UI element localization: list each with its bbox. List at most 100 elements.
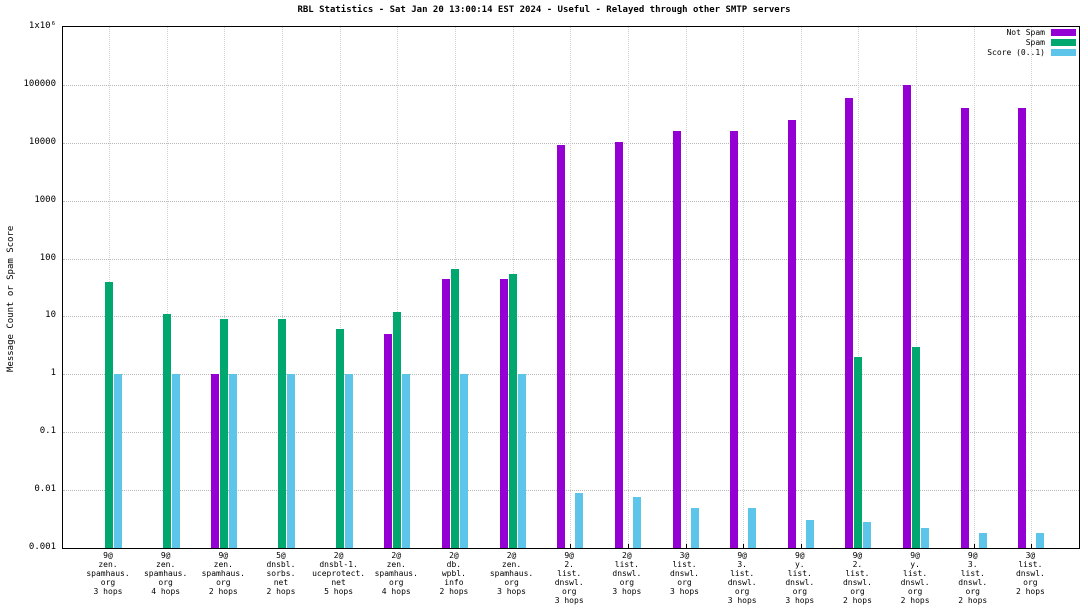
bar-score-0-1- [863,522,872,548]
x-tick-label: 9@ 2. list. dnswl. org 2 hops [842,551,872,605]
bar-not-spam [845,97,854,548]
legend-item-label: Not Spam [1006,28,1045,37]
gridline-vertical [1031,27,1033,548]
bar-not-spam [672,130,681,548]
y-tick-label: 1 [50,368,56,379]
legend-color-swatch [1051,39,1076,46]
gridline-vertical [800,27,802,548]
y-tick-label: 0.1 [39,426,56,437]
bar-score-0-1- [1036,533,1045,548]
y-tick-label: 100 [39,252,56,263]
x-tick-mark [570,544,572,548]
gridline-vertical [916,27,918,548]
bar-not-spam [211,374,220,548]
x-tick-label: 9@ 3. list. dnswl. org 2 hops [958,551,988,605]
gridline-vertical [973,27,975,548]
gridline-vertical [281,27,283,548]
bar-spam [335,329,344,548]
bar-spam [854,356,863,548]
legend-color-swatch [1051,29,1076,36]
bar-not-spam [614,141,623,548]
y-tick-label: 1000 [34,194,56,205]
bar-score-0-1- [978,533,987,548]
x-tick-label: 9@ y. list. dnswl. org 2 hops [900,551,930,605]
bar-score-0-1- [517,374,526,548]
x-tick-label: 9@ y. list. dnswl. org 3 hops [785,551,815,605]
bar-score-0-1- [632,497,641,548]
y-axis-label: Message Count or Spam Score [6,225,16,372]
legend-item: Spam [1026,38,1076,47]
x-tick-label: 9@ zen. spamhaus. org 3 hops [86,551,130,596]
bar-spam [105,281,113,548]
legend-item-label: Spam [1025,38,1045,47]
y-tick-label: 10000 [28,136,56,147]
bar-not-spam [730,130,739,548]
x-tick-mark [973,544,975,548]
x-tick-label: 3@ list. dnswl. org 2 hops [1015,551,1045,596]
x-tick-label: 2@ list. dnswl. org 3 hops [612,551,642,596]
bar-score-0-1- [171,374,180,548]
legend-item: Not Spam [1006,28,1076,37]
gridline-vertical [685,27,687,548]
bar-score-0-1- [344,374,353,548]
bar-spam [277,319,286,548]
bar-score-0-1- [459,374,468,548]
bar-not-spam [903,84,912,548]
bar-spam [162,314,171,548]
x-tick-label: 9@ 3. list. dnswl. org 3 hops [727,551,757,605]
bar-score-0-1- [921,528,930,548]
bar-score-0-1- [748,507,757,548]
bar-score-0-1- [286,374,295,548]
gridline-vertical [570,27,572,548]
x-tick-label: 9@ zen. spamhaus. org 4 hops [143,551,188,596]
gridline-vertical [397,27,399,548]
gridline-vertical [339,27,341,548]
bar-spam [508,273,517,548]
bar-spam [912,346,921,548]
bar-not-spam [557,145,566,548]
x-tick-mark [685,544,687,548]
x-tick-mark [800,544,802,548]
bar-score-0-1- [114,374,122,548]
y-tick-label: 0.001 [28,542,56,552]
x-tick-label: 9@ zen. spamhaus. org 2 hops [201,551,245,596]
bar-spam [450,269,459,548]
x-tick-mark [743,544,745,548]
x-tick-label: 5@ dnsbl. sorbs. net 2 hops [266,551,296,596]
legend: Not Spam Spam Score (0..1) [987,28,1076,57]
bar-not-spam [499,278,508,548]
x-tick-label: 2@ zen. spamhaus. org 3 hops [489,551,534,596]
chart-title: RBL Statistics - Sat Jan 20 13:00:14 EST… [297,5,791,15]
bar-score-0-1- [805,520,814,548]
y-tick-label: 0.01 [34,484,56,495]
x-tick-label: 3@ list. dnswl. org 3 hops [670,551,699,596]
bar-score-0-1- [690,507,699,548]
gridline-vertical [224,27,226,548]
y-tick-label: 100000 [23,78,56,89]
bar-not-spam [787,119,796,548]
x-tick-label: 2@ db. wpbl. info 2 hops [439,551,469,596]
x-tick-label: 2@ dnsbl-1. uceprotect. net 5 hops [312,551,366,596]
y-tick-label: 10 [45,310,56,321]
plot-area [62,26,1080,549]
bar-score-0-1- [575,492,584,548]
y-tick-label: 1x10⁶ [28,21,56,31]
bar-not-spam [441,278,450,548]
bar-spam [393,311,402,548]
bar-not-spam [960,107,969,548]
bar-not-spam [384,333,393,548]
x-tick-mark [1031,544,1033,548]
legend-color-swatch [1051,49,1076,56]
gridline-vertical [166,27,168,548]
legend-item-label: Score (0..1) [987,48,1045,57]
x-tick-label: 9@ 2. list. dnswl. org 3 hops [554,551,584,605]
bar-score-0-1- [402,374,411,548]
x-tick-label: 2@ zen. spamhaus. org 4 hops [374,551,418,596]
bar-score-0-1- [229,374,238,548]
x-tick-mark [627,544,629,548]
bar-not-spam [1018,107,1027,548]
gridline-vertical [858,27,860,548]
bar-spam [220,319,229,548]
gridline-vertical [743,27,745,548]
